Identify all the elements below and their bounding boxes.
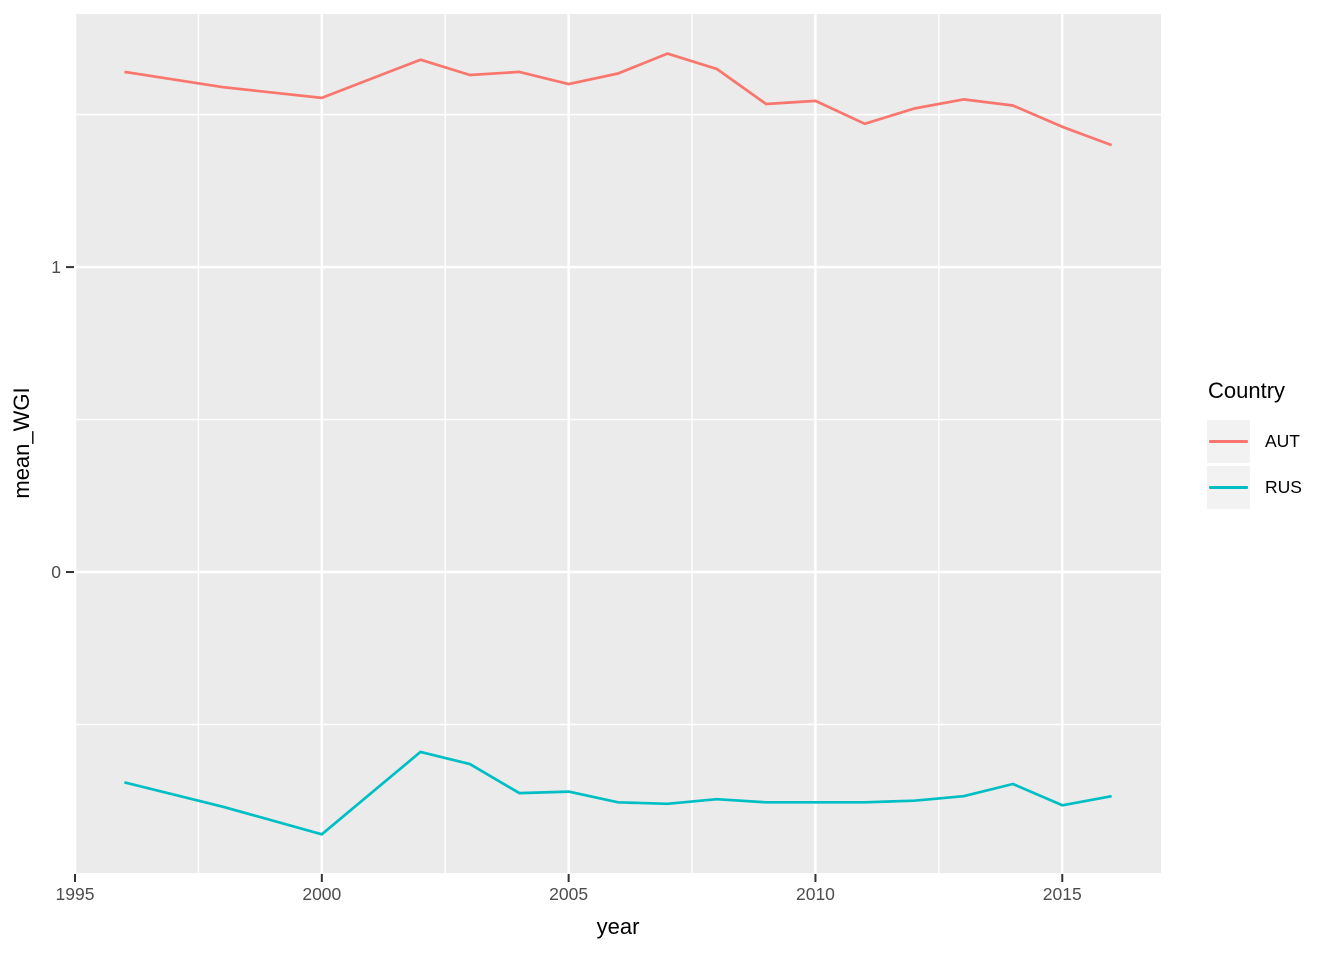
legend-label-rus: RUS [1265, 477, 1302, 497]
x-axis-tick-label: 2000 [302, 884, 341, 904]
legend-item-rus: RUS [1207, 466, 1302, 509]
legend-title: Country [1208, 378, 1286, 403]
y-axis-tick-label: 0 [51, 562, 61, 582]
aut-line-swatch-icon [1209, 440, 1248, 443]
y-axis-tick-label: 1 [51, 257, 61, 277]
rus-line-swatch-icon [1209, 486, 1248, 489]
x-axis-title: year [596, 914, 640, 939]
legend-key-rus [1207, 466, 1250, 509]
y-axis-title: mean_WGI [9, 387, 34, 499]
x-axis-tick-label: 1995 [56, 884, 95, 904]
line-rus [124, 750, 1112, 836]
legend-key-aut [1207, 420, 1250, 463]
x-axis-tick-label: 2010 [796, 884, 835, 904]
panel-background [75, 14, 1161, 873]
legend-label-aut: AUT [1265, 431, 1300, 451]
legend-item-aut: AUT [1207, 420, 1302, 463]
x-axis-tick-label: 2015 [1043, 884, 1082, 904]
line-aut [124, 52, 1113, 147]
legend: Country AUT RUS [1207, 378, 1302, 512]
x-axis-tick-label: 2005 [549, 884, 588, 904]
